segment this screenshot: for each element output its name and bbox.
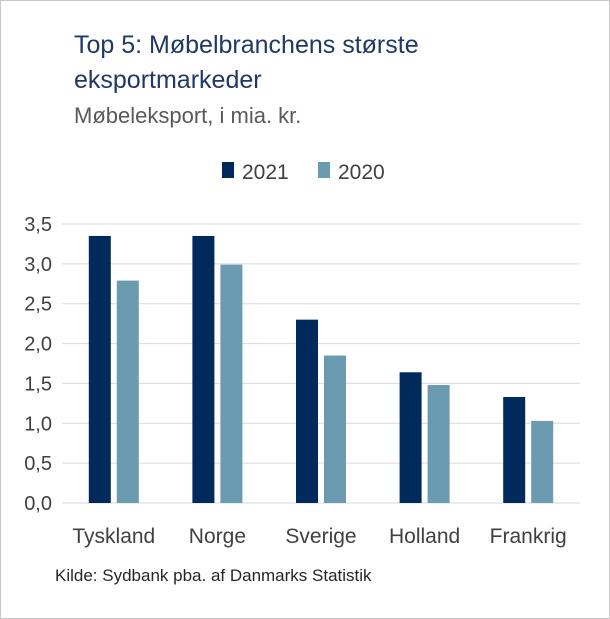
bar-2020-norge bbox=[220, 264, 243, 503]
bar-2021-frankrig bbox=[503, 396, 526, 503]
bar-2020-holland bbox=[427, 385, 450, 503]
y-tick-label: 0,0 bbox=[24, 493, 52, 515]
source-note: Kilde: Sydbank pba. af Danmarks Statisti… bbox=[55, 566, 372, 585]
y-tick-label: 2,0 bbox=[24, 334, 52, 356]
legend-label-2021: 2021 bbox=[242, 161, 289, 184]
y-tick-label: 3,5 bbox=[24, 214, 52, 236]
x-tick-label: Sverige bbox=[285, 525, 356, 548]
legend-swatch-2020 bbox=[318, 162, 330, 178]
bar-2021-holland bbox=[399, 372, 422, 503]
legend-swatch-2021 bbox=[222, 162, 234, 178]
legend-label-2020: 2020 bbox=[338, 161, 385, 184]
x-tick-label: Frankrig bbox=[490, 525, 567, 548]
y-tick-label: 0,5 bbox=[24, 453, 52, 475]
x-tick-label: Holland bbox=[389, 525, 460, 548]
bar-2020-frankrig bbox=[531, 420, 554, 503]
chart-subtitle: Møbeleksport, i mia. kr. bbox=[74, 103, 302, 128]
y-tick-label: 3,0 bbox=[24, 254, 52, 276]
y-tick-label: 2,5 bbox=[24, 294, 52, 316]
x-tick-label: Norge bbox=[189, 525, 246, 548]
y-tick-label: 1,5 bbox=[24, 373, 52, 395]
bar-2020-sverige bbox=[324, 355, 346, 503]
bar-2021-norge bbox=[192, 235, 215, 503]
bar-2020-tyskland bbox=[116, 280, 139, 503]
bar-2021-sverige bbox=[296, 319, 318, 503]
y-tick-label: 1,0 bbox=[24, 413, 52, 435]
x-tick-label: Tyskland bbox=[72, 525, 155, 548]
chart-title: Top 5: Møbelbranchens største eksportmar… bbox=[74, 31, 419, 94]
bar-2021-tyskland bbox=[88, 235, 111, 503]
